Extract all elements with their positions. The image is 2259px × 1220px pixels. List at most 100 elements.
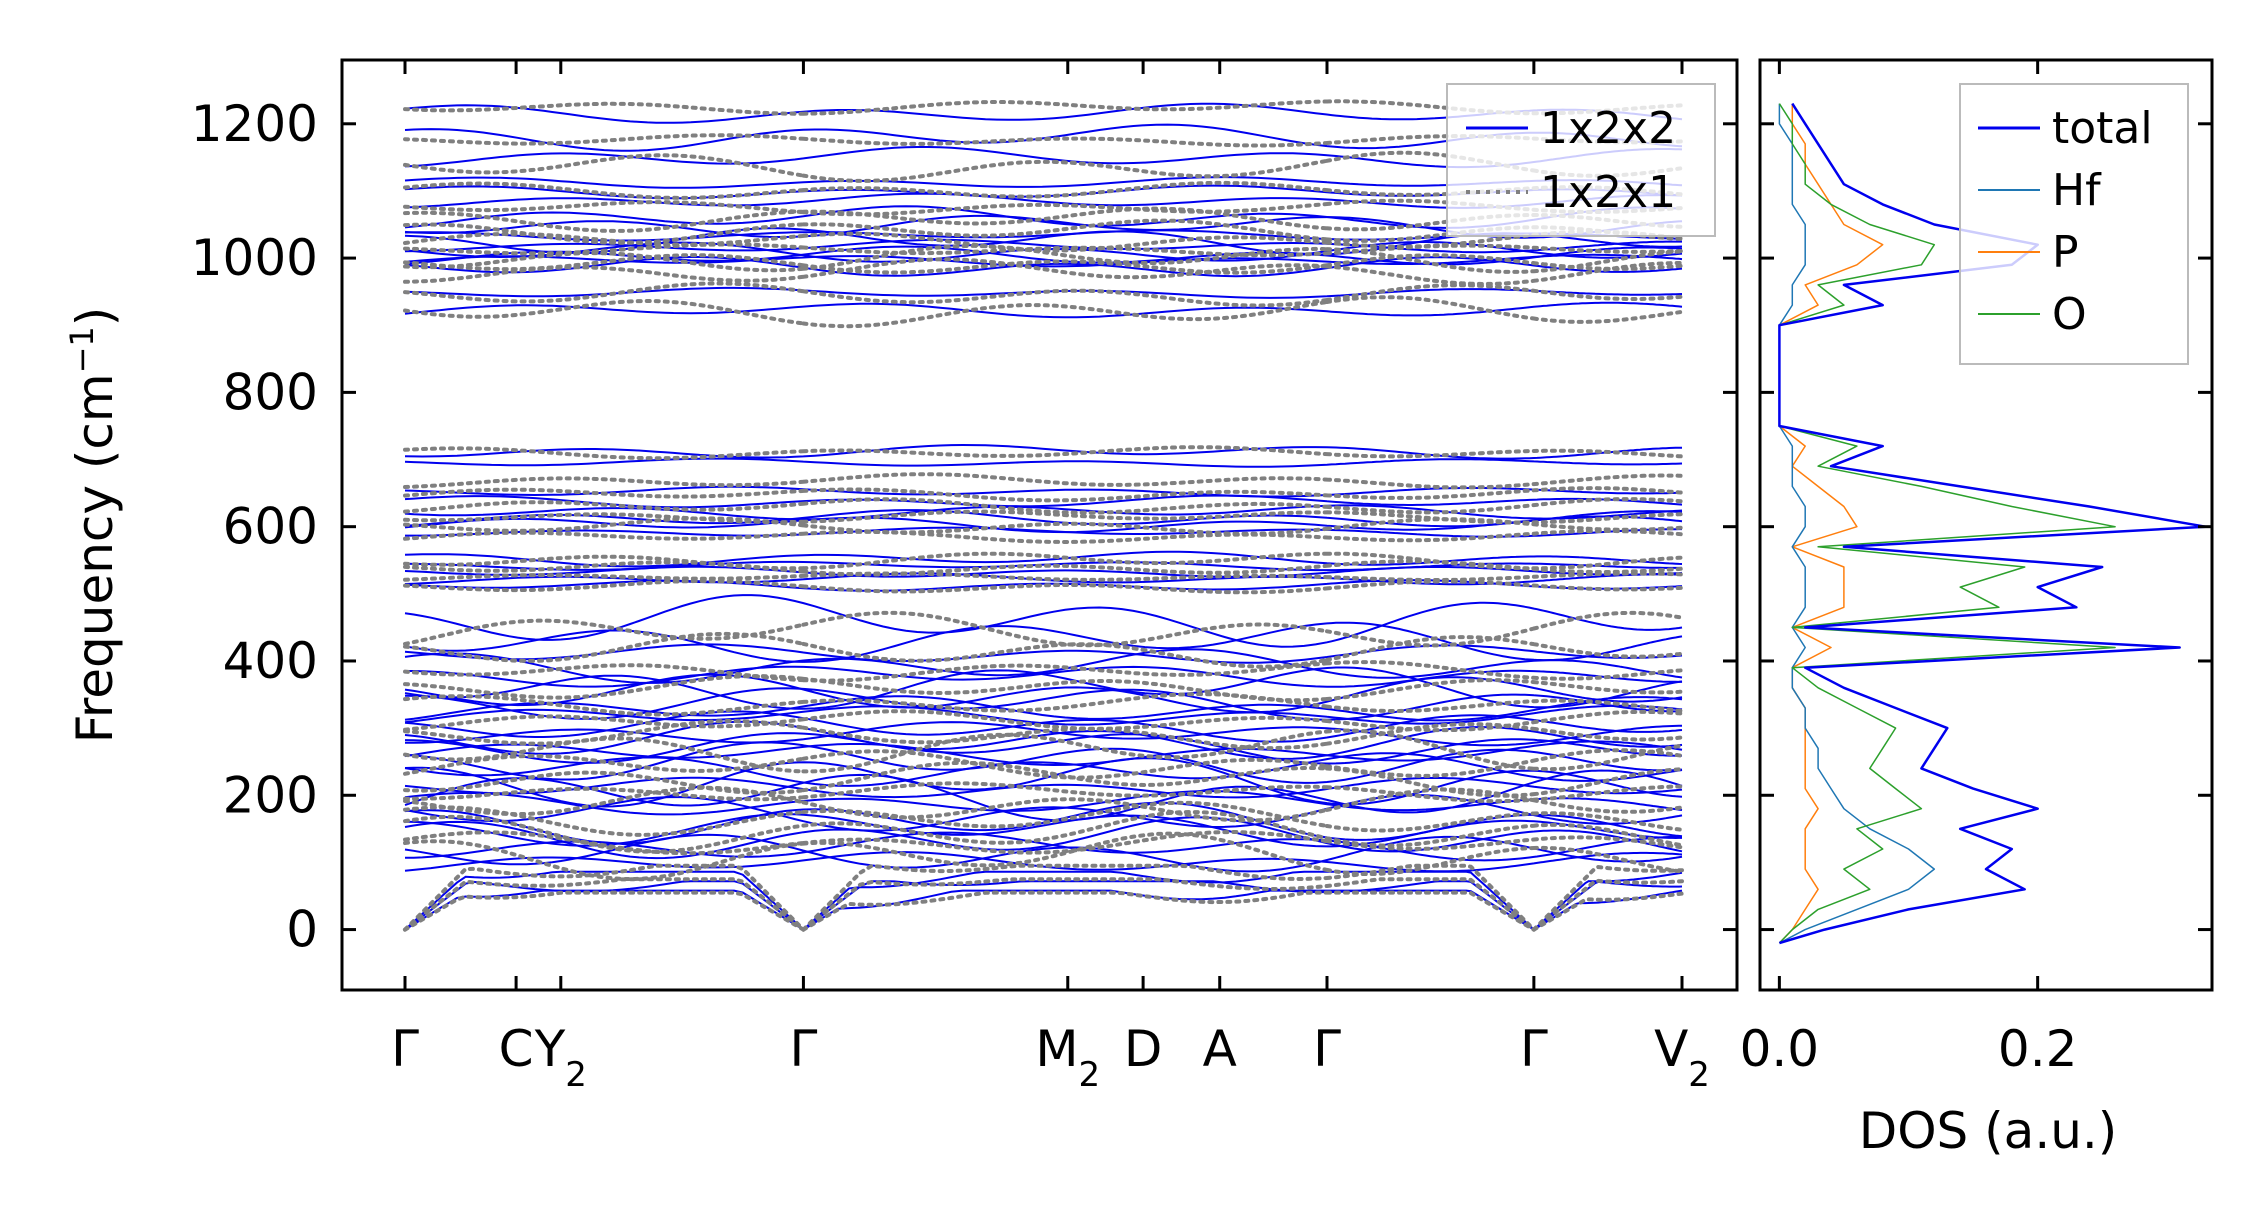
band-line-1x2x1 [403,781,1684,804]
band-line-1x2x1 [403,150,1684,183]
y-tick-label: 800 [223,363,318,421]
band-line-1x2x2 [404,710,1683,743]
band-line-1x2x1 [403,674,1684,703]
dos-x-axis-label: DOS (a.u.) [1859,1102,2118,1160]
legend-label-total: total [2052,103,2153,154]
dos-x-tick-label: 0.0 [1740,1020,1820,1078]
band-line-1x2x2 [404,560,1682,572]
kpoint-label: A [1203,1020,1237,1078]
y-axis-label-superscript: −1 [63,326,101,373]
band-line-1x2x2 [405,665,1682,688]
band-line-1x2x1 [403,559,1684,577]
band-line-1x2x1 [403,748,1684,780]
dos-ticks: 0.0 0.2 [1740,60,2212,1078]
band-line-1x2x2 [404,851,1683,873]
band-line-1x2x1 [403,243,1684,274]
dos-line-hf [1778,103,1936,944]
y-tick-label: 200 [223,766,318,824]
band-line-1x2x1 [403,877,1684,932]
band-line-1x2x1 [403,863,1684,932]
band-line-1x2x2 [404,443,1682,460]
band-line-1x2x1 [403,551,1684,571]
kpoint-label: C [499,1020,534,1078]
band-line-1x2x1 [403,497,1684,515]
band-line-1x2x2 [404,695,1683,722]
band-line-1x2x2 [404,102,1683,124]
band-line-1x2x2 [404,704,1683,726]
band-line-1x2x2 [404,776,1683,799]
band-line-1x2x1 [403,133,1684,148]
band-line-1x2x1 [403,529,1684,545]
kpoint-label: D [1124,1020,1163,1078]
band-ticks: 0 200 400 600 800 1000 1200 Γ C Y2 Γ M2 D A Γ Γ V2 [191,60,1737,1095]
band-lines [403,99,1684,932]
band-line-1x2x2 [404,301,1683,319]
y-tick-label: 0 [286,901,318,959]
band-line-1x2x1 [403,631,1684,669]
band-line-1x2x1 [403,516,1684,536]
band-structure-panel: 0 200 400 600 800 1000 1200 Γ C Y2 Γ M2 D A Γ Γ V2 Frequ… [63,58,1739,1095]
band-line-1x2x2 [404,720,1683,760]
band-legend-frame [1446,83,1716,237]
dos-line-o [1778,103,2116,944]
band-line-1x2x1 [403,800,1684,837]
band-line-1x2x1 [403,472,1684,490]
band-line-1x2x1 [403,571,1684,582]
dos-panel: 0.0 0.2 DOS (a.u.) total Hf P O [1740,58,2214,1160]
band-line-1x2x1 [403,692,1684,717]
band-line-1x2x1 [403,610,1684,648]
legend-label-1x2x2: 1x2x2 [1540,103,1676,154]
dos-legend-frame [1959,83,2189,365]
y-tick-label: 600 [223,498,318,556]
kpoint-label: M2 [1035,1020,1100,1095]
kpoint-label: V2 [1654,1020,1710,1095]
band-line-1x2x2 [404,757,1683,808]
band-line-1x2x1 [403,99,1684,116]
dos-line-p [1778,103,1884,944]
kpoint-label: Γ [789,1020,817,1078]
kpoint-label: Γ [1313,1020,1341,1078]
y-tick-label: 400 [223,632,318,690]
band-line-1x2x1 [403,281,1684,308]
y-tick-label: 1200 [191,95,318,153]
y-axis-label-close: ) [66,307,124,327]
band-line-1x2x1 [403,198,1684,217]
band-line-1x2x1 [403,257,1684,287]
band-line-1x2x1 [403,218,1684,245]
band-line-1x2x2 [404,515,1683,534]
band-line-1x2x2 [404,621,1683,663]
legend-label-o: O [2052,289,2087,340]
legend-label-1x2x1: 1x2x1 [1540,167,1676,218]
band-line-1x2x1 [403,579,1684,595]
band-line-1x2x2 [404,256,1683,278]
band-line-1x2x2 [404,214,1683,239]
band-line-1x2x1 [403,180,1684,200]
band-line-1x2x2 [404,205,1683,229]
legend-label-p: P [2052,227,2079,278]
band-line-1x2x2 [404,123,1683,152]
band-plot-frame [340,58,1739,992]
dos-x-tick-label: 0.2 [1998,1020,2078,1078]
y-axis-label-main: Frequency (cm [66,373,124,743]
band-line-1x2x1 [403,829,1684,856]
y-tick-label: 1000 [191,229,318,287]
band-legend: 1x2x2 1x2x1 [1446,83,1716,237]
band-line-1x2x2 [404,816,1683,860]
band-line-1x2x1 [403,229,1684,253]
band-line-1x2x1 [403,709,1684,733]
band-line-1x2x2 [404,176,1683,189]
band-line-1x2x1 [403,253,1684,275]
band-line-1x2x2 [404,740,1683,767]
band-line-1x2x1 [403,295,1684,329]
band-line-1x2x1 [403,809,1684,854]
band-line-1x2x2 [404,457,1683,468]
band-line-1x2x1 [403,242,1684,258]
kpoint-label: Γ [391,1020,419,1078]
band-line-1x2x2 [404,666,1683,710]
kpoint-label: Y2 [534,1020,587,1095]
band-line-1x2x2 [404,565,1683,578]
legend-label-hf: Hf [2052,165,2102,216]
band-line-1x2x2 [404,594,1683,648]
band-line-1x2x2 [404,741,1683,784]
